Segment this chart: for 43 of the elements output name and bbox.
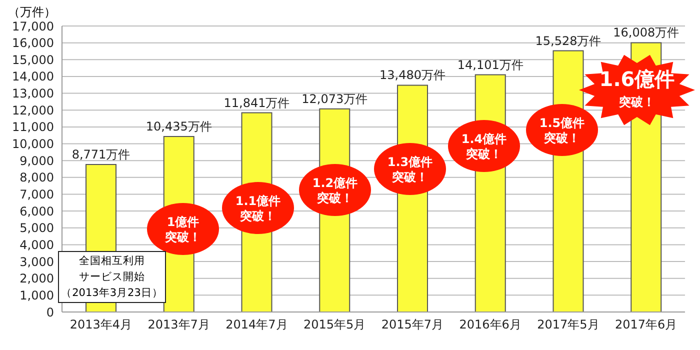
y-tick-label: 3,000 (20, 254, 54, 269)
data-label: 13,480万件 (380, 68, 446, 82)
annotation: 1.3億件突破！ (387, 155, 433, 184)
x-tick-label: 2015年7月 (381, 318, 444, 332)
y-tick-label: 11,000 (12, 120, 54, 134)
y-tick-label: 9,000 (20, 154, 54, 168)
annotation: 1.5億件突破！ (539, 116, 585, 145)
annotation: 1.4億件突破！ (461, 132, 507, 161)
annotation: 1.6億件突破！ (599, 67, 675, 109)
y-axis-title: （万件） (8, 4, 56, 21)
y-tick-label: 2,000 (20, 272, 54, 286)
annotation: 全国相互利用サービス開始（2013年3月23日） (59, 253, 165, 301)
y-tick-label: 0 (46, 305, 54, 320)
x-tick-label: 2016年6月 (459, 318, 522, 332)
y-tick-label: 5,000 (20, 221, 54, 236)
x-tick-label: 2014年7月 (226, 318, 288, 332)
y-tick-label: 15,000 (12, 52, 54, 67)
data-label: 12,073万件 (302, 92, 368, 106)
x-tick-label: 2013年7月 (148, 318, 210, 332)
annotation: 1.2億件突破！ (312, 176, 358, 205)
y-tick-label: 14,000 (12, 70, 54, 84)
annotation: 1.1億件突破！ (235, 194, 281, 223)
y-tick-label: 6,000 (20, 204, 54, 218)
x-tick-label: 2017年6月 (614, 318, 678, 332)
y-tick-label: 13,000 (12, 86, 54, 101)
x-tick-label: 2013年4月 (70, 318, 132, 332)
y-tick-label: 12,000 (12, 103, 54, 118)
x-tick-label: 2017年5月 (537, 318, 600, 332)
y-tick-label: 1,000 (20, 288, 54, 302)
y-tick-label: 17,000 (12, 19, 54, 34)
data-label: 16,008万件 (613, 26, 680, 40)
data-label: 14,101万件 (457, 58, 524, 72)
y-tick-label: 4,000 (20, 238, 54, 252)
data-label: 10,435万件 (146, 119, 212, 134)
y-tick-label: 10,000 (12, 137, 54, 152)
x-tick-label: 2015年5月 (303, 318, 366, 332)
y-tick-label: 16,000 (12, 36, 54, 50)
data-label: 11,841万件 (224, 96, 290, 110)
data-label: 8,771万件 (72, 147, 130, 162)
y-tick-label: 7,000 (20, 187, 54, 202)
data-label: 15,528万件 (535, 34, 602, 48)
y-tick-label: 8,000 (20, 170, 54, 185)
annotation: 1億件突破！ (164, 215, 201, 244)
